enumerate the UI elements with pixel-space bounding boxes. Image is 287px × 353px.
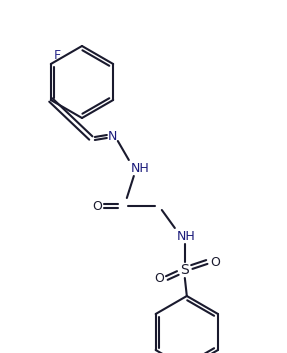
Text: NH: NH: [177, 229, 195, 243]
Text: O: O: [210, 256, 220, 269]
Text: O: O: [92, 199, 102, 213]
Text: N: N: [108, 130, 117, 143]
Text: S: S: [181, 263, 189, 277]
Text: NH: NH: [131, 162, 150, 174]
Text: O: O: [154, 271, 164, 285]
Text: F: F: [54, 49, 61, 62]
